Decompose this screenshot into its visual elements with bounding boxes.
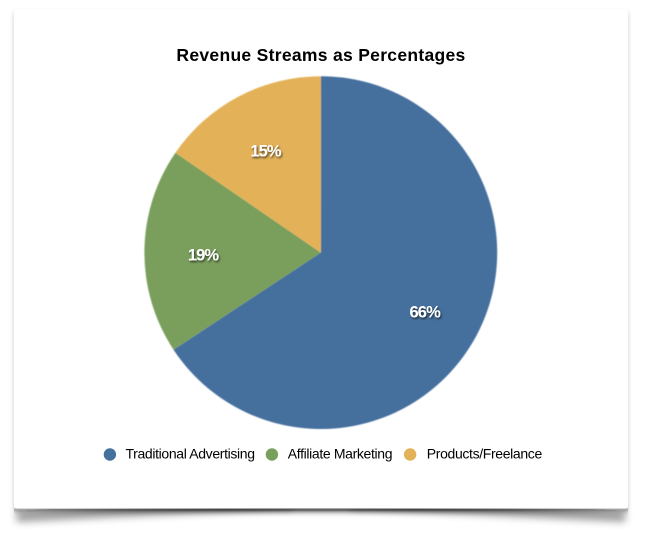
svg-text:Revenue Streams as Percentages: Revenue Streams as Percentages (176, 45, 465, 65)
svg-text:15%: 15% (250, 142, 282, 160)
svg-text:66%: 66% (410, 303, 442, 321)
svg-text:19%: 19% (188, 246, 220, 264)
svg-text:Traditional Advertising: Traditional Advertising (126, 446, 255, 462)
svg-text:Products/Freelance: Products/Freelance (427, 446, 543, 462)
svg-text:Affiliate Marketing: Affiliate Marketing (288, 446, 392, 462)
